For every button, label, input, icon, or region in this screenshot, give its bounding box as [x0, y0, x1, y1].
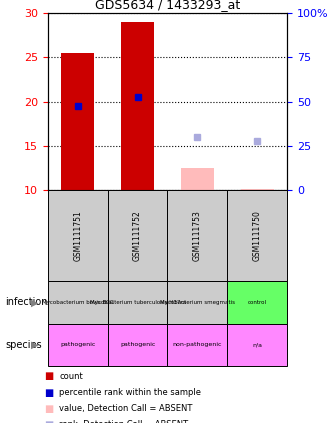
Text: ■: ■ [45, 420, 54, 423]
Bar [121, 22, 154, 190]
Title: GDS5634 / 1433293_at: GDS5634 / 1433293_at [95, 0, 240, 11]
Text: GSM1111750: GSM1111750 [253, 210, 262, 261]
Text: GSM1111751: GSM1111751 [73, 211, 82, 261]
Bar [227, 324, 287, 366]
Text: ■: ■ [45, 371, 54, 382]
Bar [168, 281, 227, 324]
Text: pathogenic: pathogenic [120, 342, 155, 347]
Bar [108, 190, 167, 281]
Text: n/a: n/a [252, 342, 262, 347]
Text: percentile rank within the sample: percentile rank within the sample [59, 388, 201, 397]
Bar [108, 324, 167, 366]
Text: infection: infection [5, 297, 48, 308]
Bar [48, 281, 108, 324]
Bar [48, 190, 108, 281]
Bar [168, 190, 227, 281]
Text: Mycobacterium tuberculosis H37ra: Mycobacterium tuberculosis H37ra [89, 300, 186, 305]
Text: Mycobacterium bovis BCG: Mycobacterium bovis BCG [42, 300, 114, 305]
Text: GSM1111753: GSM1111753 [193, 210, 202, 261]
Text: ■: ■ [45, 404, 54, 414]
Text: ■: ■ [45, 387, 54, 398]
Text: value, Detection Call = ABSENT: value, Detection Call = ABSENT [59, 404, 193, 413]
Text: species: species [5, 340, 42, 350]
Bar [108, 281, 167, 324]
Text: count: count [59, 372, 83, 381]
Bar [168, 324, 227, 366]
Text: non-pathogenic: non-pathogenic [173, 342, 222, 347]
Bar [181, 168, 214, 190]
Text: control: control [248, 300, 267, 305]
Bar [227, 190, 287, 281]
Bar [227, 281, 287, 324]
Text: ▶: ▶ [31, 297, 38, 308]
Bar [48, 324, 108, 366]
Text: rank, Detection Call = ABSENT: rank, Detection Call = ABSENT [59, 420, 188, 423]
Text: pathogenic: pathogenic [60, 342, 95, 347]
Text: ▶: ▶ [31, 340, 38, 350]
Text: Mycobacterium smegmatis: Mycobacterium smegmatis [160, 300, 235, 305]
Text: GSM1111752: GSM1111752 [133, 211, 142, 261]
Bar [61, 52, 94, 190]
